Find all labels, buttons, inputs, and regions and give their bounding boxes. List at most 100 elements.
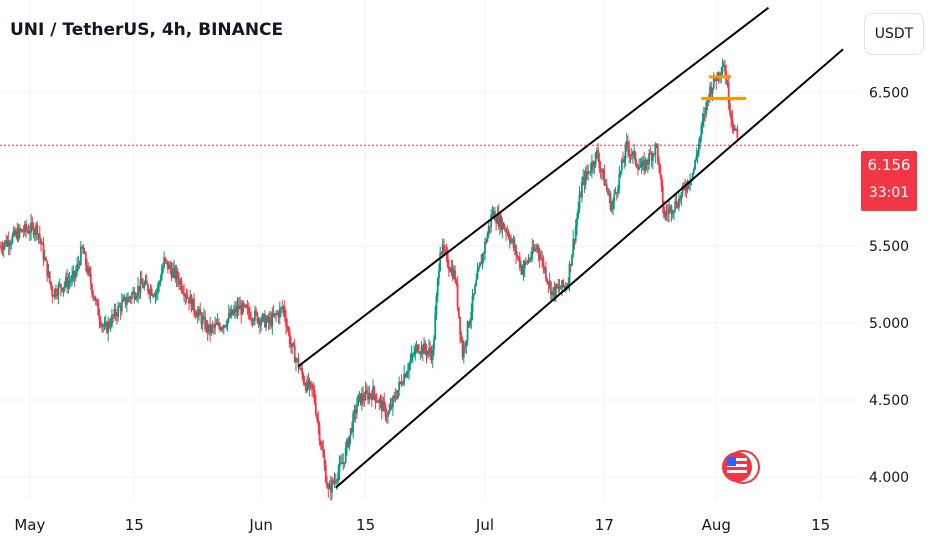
candle-body: [607, 189, 609, 195]
candle-body: [199, 309, 202, 316]
candle-body: [173, 267, 175, 270]
candle-body: [134, 297, 137, 300]
candle-body: [505, 229, 507, 233]
channel-line[interactable]: [335, 48, 844, 489]
candle-body: [297, 358, 300, 369]
channel-line[interactable]: [297, 6, 770, 367]
candle-body: [304, 384, 307, 392]
candle-body: [260, 321, 263, 326]
candle-body: [326, 482, 328, 488]
candle-body: [525, 261, 527, 263]
candle-body: [227, 313, 230, 320]
candle-body: [311, 383, 314, 389]
candle-body: [286, 326, 289, 329]
candle-body: [691, 172, 694, 180]
us-flag-icon[interactable]: [720, 450, 760, 484]
candle-body: [91, 284, 93, 294]
candle-body: [535, 248, 537, 250]
candle-body: [300, 368, 302, 370]
candle-body: [388, 409, 391, 414]
candle-body: [203, 316, 205, 318]
candle-body: [584, 171, 587, 185]
candle-body: [58, 284, 61, 286]
candle-body: [97, 302, 100, 316]
candle-body: [26, 230, 29, 232]
candle-body: [41, 243, 44, 245]
currency-button[interactable]: USDT: [864, 13, 924, 55]
candle-body: [132, 291, 134, 294]
candle-body: [517, 256, 520, 259]
candle-body: [21, 229, 24, 232]
candle-body: [301, 368, 304, 375]
candle-body: [252, 320, 255, 322]
candle-body: [154, 292, 157, 297]
candle-body: [0, 246, 3, 249]
candle-body: [123, 297, 126, 299]
candle-body: [198, 309, 200, 313]
candle-body: [30, 222, 32, 233]
candle-body: [285, 316, 287, 327]
candle-body: [699, 136, 701, 144]
candle-body: [37, 233, 40, 235]
candle-body: [533, 248, 536, 251]
time-axis[interactable]: May 15 Jun 15 Jul 17 Aug 15: [14, 516, 830, 534]
candle-body: [67, 281, 70, 288]
candle-body: [650, 154, 653, 161]
candle-body: [472, 293, 475, 296]
candle-body: [576, 218, 578, 227]
candle-body: [572, 239, 575, 255]
y-tick-label: 5.000: [869, 316, 909, 332]
candle-body: [454, 270, 457, 281]
candle-body: [354, 409, 357, 414]
candle-body: [225, 326, 228, 328]
candle-body: [56, 295, 59, 297]
candle-body: [346, 439, 348, 448]
candle-body: [281, 307, 284, 309]
candle-body: [231, 309, 234, 315]
candle-body: [339, 462, 342, 464]
candle-body: [31, 222, 34, 226]
candle-body: [484, 241, 486, 254]
candle-body: [165, 259, 168, 262]
candle-body: [261, 314, 264, 322]
candle-body: [323, 456, 326, 466]
candle-body: [385, 416, 388, 418]
candle-body: [715, 80, 718, 82]
candle-body: [398, 381, 401, 390]
candle-body: [104, 322, 107, 326]
candle-body: [495, 220, 498, 224]
candle-body: [405, 373, 408, 378]
candle-body: [234, 307, 236, 311]
candle-body: [643, 160, 646, 171]
candle-body: [462, 345, 465, 358]
horizontal-markers[interactable]: [701, 75, 747, 100]
candle-body: [661, 186, 664, 207]
candle-body: [373, 386, 376, 395]
candle-body: [556, 284, 558, 288]
candle-body: [369, 393, 372, 396]
candle-body: [602, 170, 604, 173]
candle-body: [390, 405, 393, 408]
candle-body: [673, 210, 675, 213]
candle-body: [28, 232, 31, 234]
candle-body: [219, 326, 221, 330]
candle-body: [615, 192, 618, 194]
candle-body: [257, 319, 260, 323]
candle-body: [711, 87, 714, 95]
candle-body: [415, 345, 418, 349]
candle-body: [267, 316, 270, 323]
candle-body: [180, 281, 183, 291]
candle-body: [438, 270, 440, 279]
candle-body: [645, 159, 648, 165]
candle-body: [206, 322, 209, 333]
candle-body: [692, 169, 695, 173]
candle-body: [193, 298, 195, 312]
candle-body: [526, 261, 529, 263]
candle-body: [174, 267, 177, 280]
candle-body: [674, 200, 677, 211]
channel-trendlines[interactable]: [297, 6, 844, 489]
price-axis[interactable]: 4.000 4.500 5.000 5.500 6.500: [869, 85, 909, 486]
candle-body: [485, 241, 488, 243]
x-tick-label: May: [14, 516, 45, 534]
